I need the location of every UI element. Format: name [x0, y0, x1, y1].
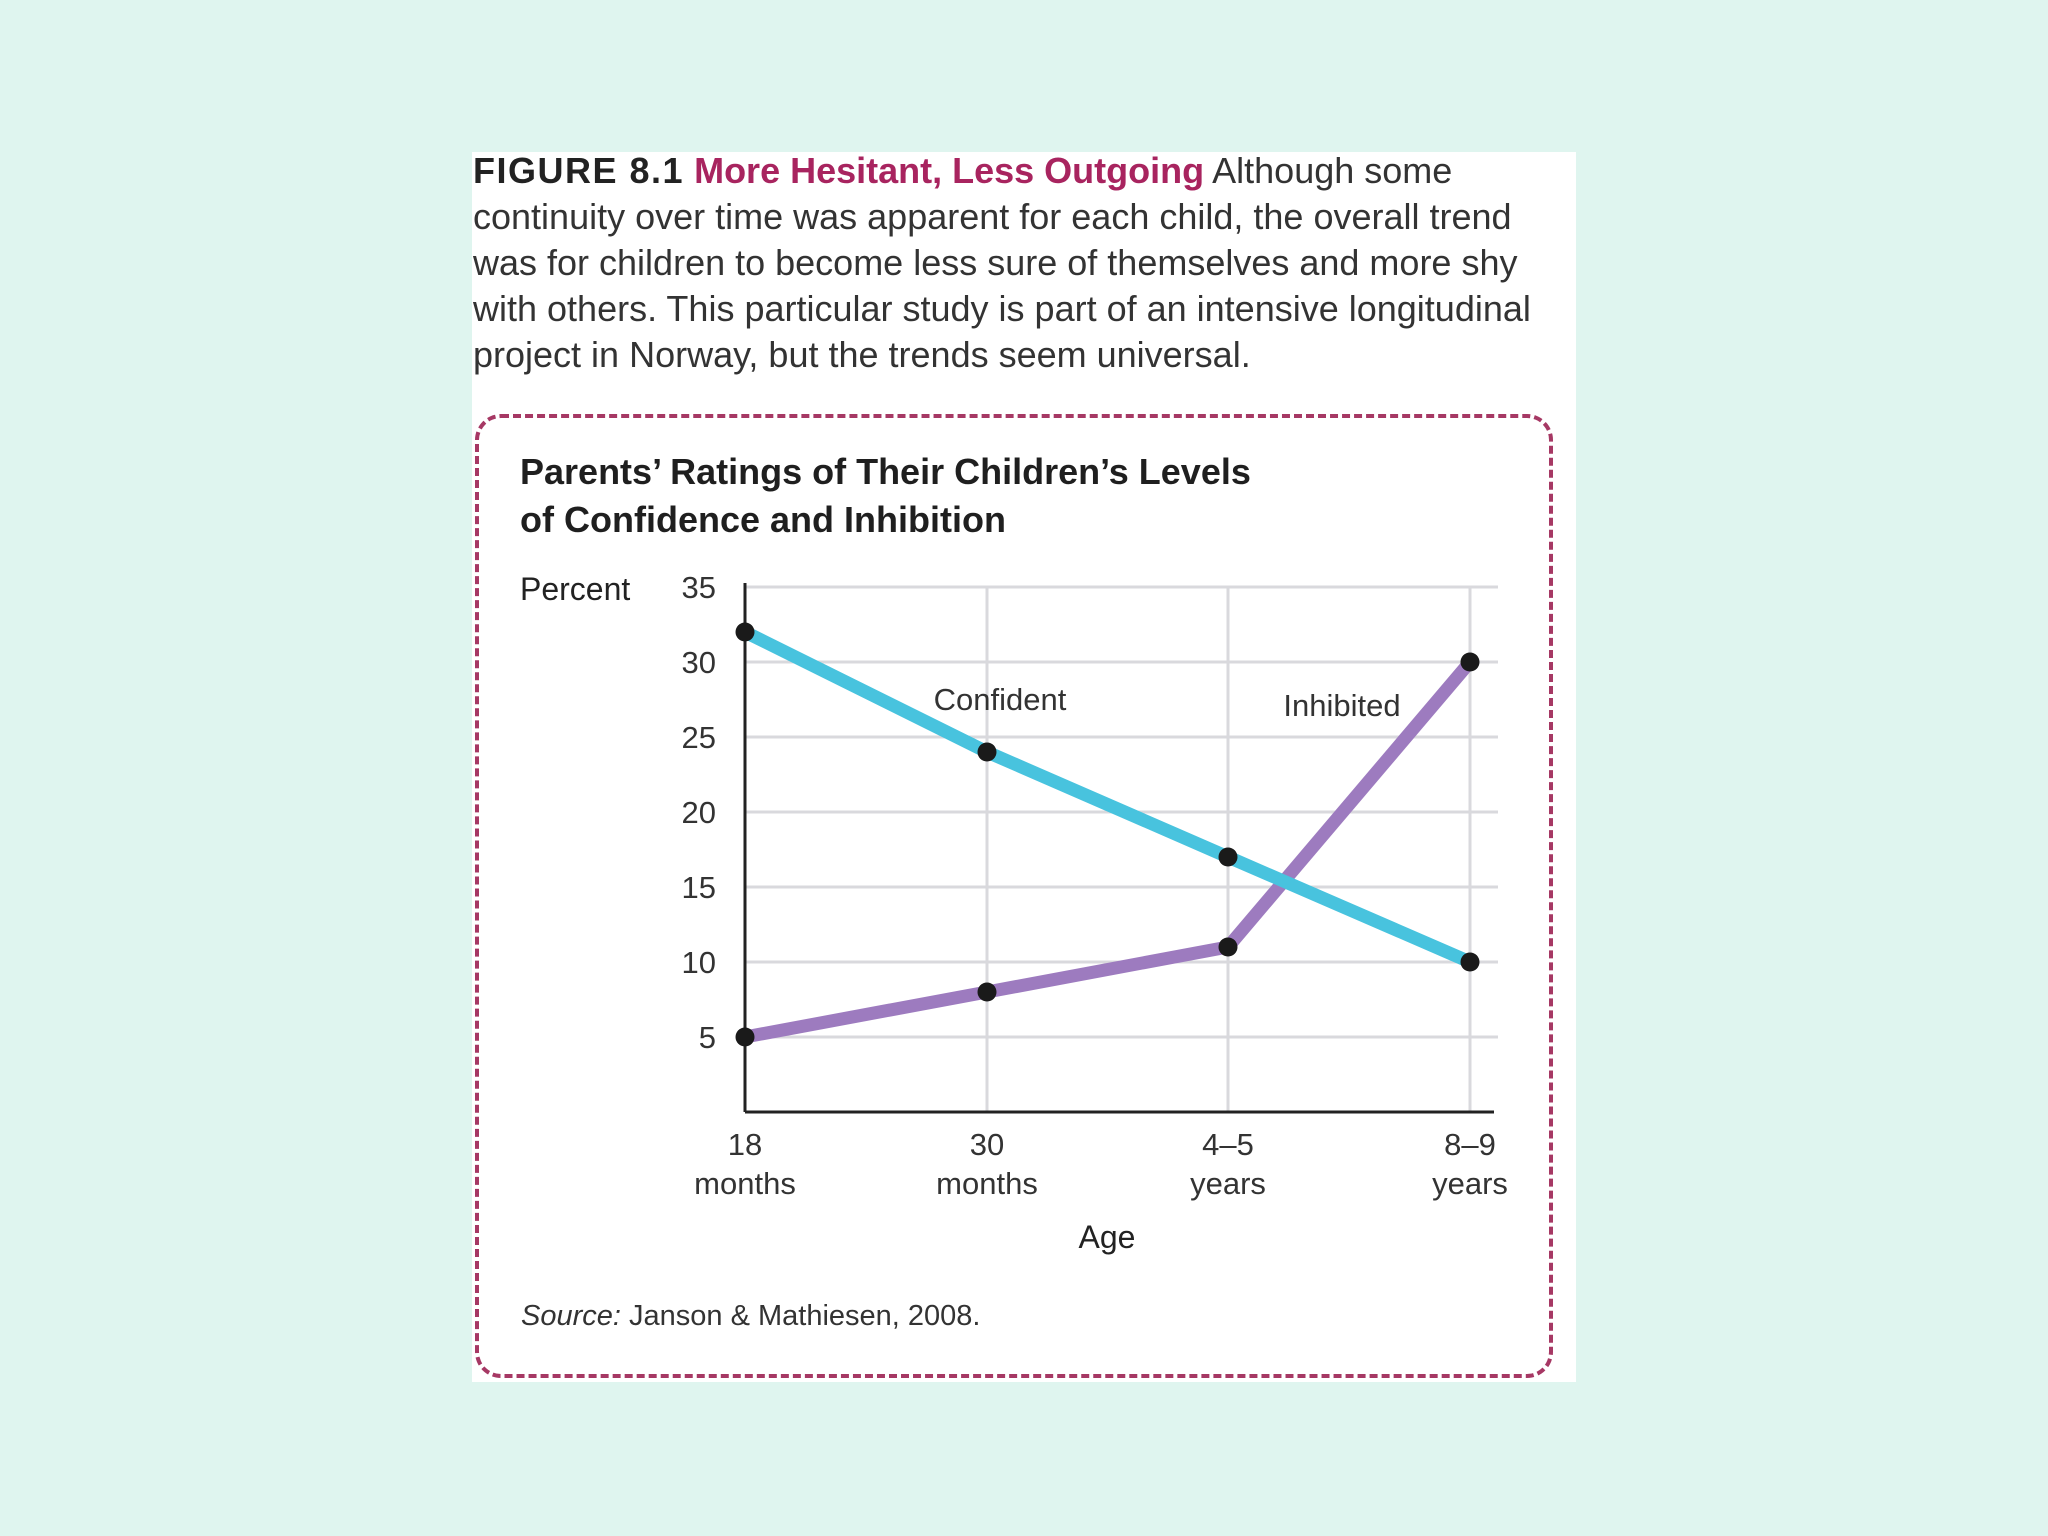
- grid: [745, 585, 1498, 1112]
- y-tick-label-25: 25: [682, 720, 716, 755]
- y-tick-label-20: 20: [682, 795, 716, 830]
- figure-title: More Hesitant, Less Outgoing: [694, 150, 1205, 191]
- data-point-confident-3: [1460, 952, 1480, 972]
- data-point-confident-2: [1218, 847, 1238, 867]
- axes: [743, 583, 1494, 1114]
- data-point-confident-1: [977, 742, 997, 762]
- chart-title-line-2: of Confidence and Inhibition: [520, 499, 1006, 540]
- y-tick-label-10: 10: [682, 945, 716, 980]
- y-tick-label-5: 5: [699, 1020, 716, 1055]
- y-axis-label: Percent: [520, 571, 630, 607]
- figure-label: FIGURE 8.1: [473, 150, 685, 191]
- y-tick-label-30: 30: [682, 645, 716, 680]
- data-point-inhibited-3: [1460, 652, 1480, 672]
- chart-title: Parents’ Ratings of Their Children’s Lev…: [520, 448, 1420, 544]
- data-point-inhibited-0: [735, 1027, 755, 1047]
- series-line-inhibited: [738, 655, 1477, 1044]
- x-tick-label-0-line-2: months: [694, 1166, 796, 1201]
- x-tick-label-1-line-2: months: [936, 1166, 1038, 1201]
- labels: 5 10 15 20 25 30 35 Percent 18 months 30 months 4–5 y…: [520, 570, 1508, 1255]
- series-label-confident: Confident: [934, 682, 1067, 717]
- y-tick-label-15: 15: [682, 870, 716, 905]
- source-note: Source: Janson & Mathiesen, 2008.: [521, 1300, 980, 1333]
- x-tick-label-2-line-2: years: [1190, 1166, 1266, 1201]
- chart-frame: [475, 414, 1553, 1378]
- chart-title-line-1: Parents’ Ratings of Their Children’s Lev…: [520, 451, 1251, 492]
- caption-text: Although some continuity over time was a…: [473, 150, 1531, 375]
- data-point-inhibited-2: [1218, 937, 1238, 957]
- x-tick-label-3-line-1: 8–9: [1444, 1127, 1496, 1162]
- x-tick-label-0-line-1: 18: [728, 1127, 762, 1162]
- figure-caption: FIGURE 8.1 More Hesitant, Less Outgoing …: [473, 148, 1583, 378]
- series-label-inhibited: Inhibited: [1283, 688, 1400, 723]
- series: [735, 622, 1480, 1047]
- x-tick-label-2-line-1: 4–5: [1202, 1127, 1254, 1162]
- x-axis-label: Age: [1079, 1219, 1136, 1255]
- source-text: Janson & Mathiesen, 2008.: [629, 1300, 981, 1332]
- data-point-confident-0: [735, 622, 755, 642]
- x-tick-label-3-line-2: years: [1432, 1166, 1508, 1201]
- source-prefix: Source:: [521, 1300, 621, 1332]
- series-line-confident: [738, 625, 1477, 969]
- y-tick-label-35: 35: [682, 570, 716, 605]
- data-point-inhibited-1: [977, 982, 997, 1002]
- x-tick-label-1-line-1: 30: [970, 1127, 1004, 1162]
